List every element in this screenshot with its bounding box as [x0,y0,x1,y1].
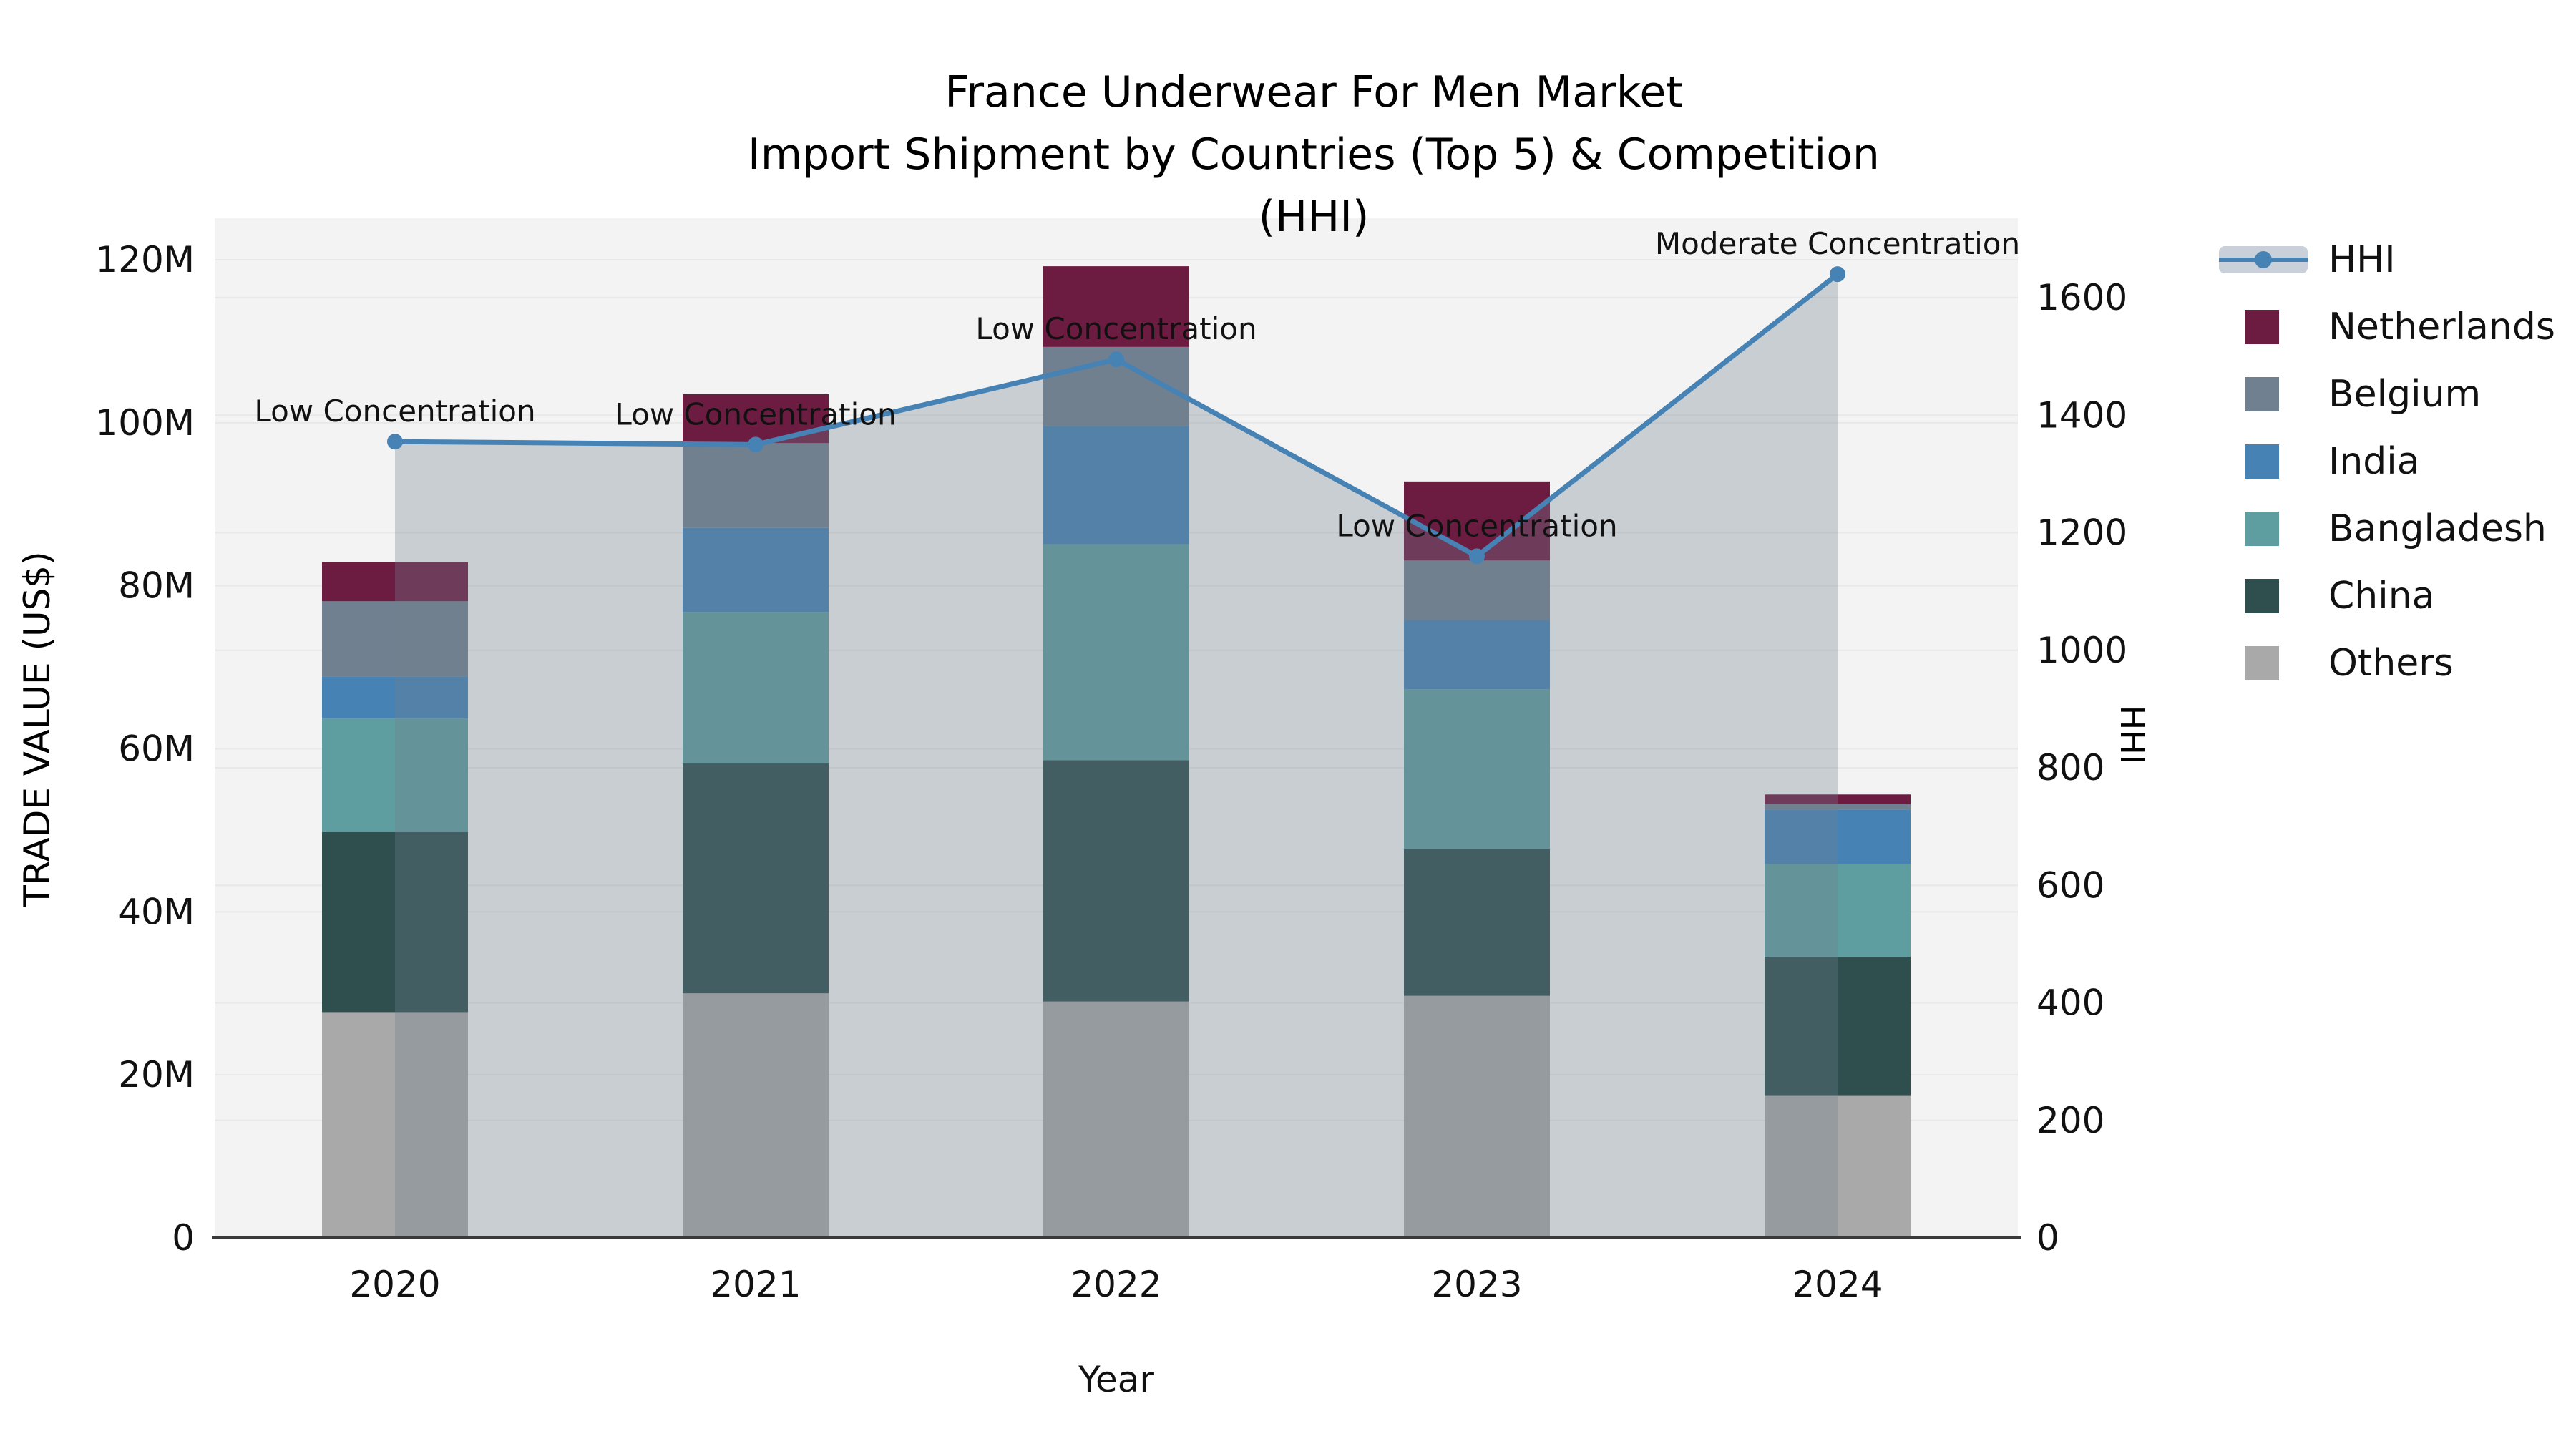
y-left-tick: 120M [95,239,195,280]
legend-swatch [2219,377,2328,411]
bar-segment-india-2022[interactable] [1043,426,1189,545]
bar-segment-others-2021[interactable] [683,993,829,1238]
bar-segment-others-2020[interactable] [322,1012,468,1238]
y-right-tick: 1200 [2036,512,2127,554]
hhi-marker-2022[interactable] [1108,351,1124,368]
y-right-tick: 1600 [2036,277,2127,318]
y-right-tick: 600 [2036,864,2104,906]
chart-title: France Underwear For Men Market Import S… [741,62,1886,248]
x-tick-2021[interactable]: 2021 [710,1264,801,1305]
legend-item-others[interactable]: Others [2219,630,2555,697]
x-tick-2020[interactable]: 2020 [349,1264,440,1305]
bar-segment-netherlands-2024[interactable] [1765,794,1911,804]
legend-item-india[interactable]: India [2219,428,2555,495]
legend-swatch [2219,512,2328,546]
y-left-tick: 20M [118,1054,195,1096]
legend-swatch [2219,646,2328,680]
bar-segment-china-2023[interactable] [1404,849,1550,996]
legend-label: China [2328,575,2435,618]
bar-segment-india-2024[interactable] [1765,809,1911,864]
bar-segment-belgium-2021[interactable] [683,443,829,528]
bar-segment-netherlands-2022[interactable] [1043,266,1189,347]
bar-segment-china-2024[interactable] [1765,956,1911,1096]
hhi-area [395,274,1838,1238]
bar-segment-india-2023[interactable] [1404,620,1550,690]
legend-label: Others [2328,642,2454,685]
bar-segment-china-2020[interactable] [322,831,468,1013]
legend-item-china[interactable]: China [2219,562,2555,630]
y-left-tick: 100M [95,402,195,444]
legend-label: Bangladesh [2328,507,2547,550]
legend-item-belgium[interactable]: Belgium [2219,361,2555,428]
annotation-2024: Moderate Concentration [1655,226,2020,261]
bar-segment-belgium-2023[interactable] [1404,560,1550,620]
legend-swatch [2219,310,2328,344]
legend-label: India [2328,440,2420,483]
y-right-tick: 400 [2036,982,2104,1024]
legend-item-hhi[interactable]: HHI [2219,226,2555,293]
y-left-tick: 40M [118,891,195,932]
color-swatch-icon [2245,579,2279,613]
x-tick-2023[interactable]: 2023 [1431,1264,1522,1305]
bar-segment-india-2021[interactable] [683,527,829,613]
bar-segment-belgium-2020[interactable] [322,601,468,677]
chart-title-line1: France Underwear For Men Market [945,67,1683,117]
y-right-tick: 200 [2036,1100,2104,1141]
annotation-2023: Low Concentration [1336,508,1617,543]
bar-segment-bangladesh-2023[interactable] [1404,689,1550,849]
bar-segment-china-2022[interactable] [1043,760,1189,1002]
color-swatch-icon [2245,444,2279,479]
y-right-tick: 1000 [2036,630,2127,671]
chart-title-line2: Import Shipment by Countries (Top 5) & C… [748,130,1880,242]
y-right-tick: 800 [2036,747,2104,789]
legend: HHI Netherlands Belgium India Bangladesh Chin… [2219,226,2555,697]
annotation-2020: Low Concentration [254,394,535,429]
bar-segment-belgium-2024[interactable] [1765,804,1911,810]
y-left-tick: 0 [172,1217,195,1259]
bar-segment-bangladesh-2021[interactable] [683,612,829,764]
annotation-2021: Low Concentration [615,396,896,431]
y-left-tick: 80M [118,565,195,607]
x-axis-title: Year [1078,1359,1154,1400]
legend-swatch [2219,444,2328,479]
hhi-line-swatch [2219,246,2328,273]
legend-label: HHI [2328,238,2396,281]
hhi-marker-2021[interactable] [748,436,763,453]
color-swatch-icon [2245,512,2279,546]
y-axis-right-title: HHI [2113,705,2152,765]
bar-segment-bangladesh-2020[interactable] [322,718,468,832]
hhi-marker-2023[interactable] [1469,548,1485,565]
y-right-tick: 1400 [2036,394,2127,436]
y-left-tick: 60M [118,728,195,770]
hhi-marker-2020[interactable] [387,434,403,450]
color-swatch-icon [2245,646,2279,680]
hhi-marker-icon [2255,251,2272,268]
x-tick-2022[interactable]: 2022 [1070,1264,1161,1305]
y-right-tick: 0 [2036,1217,2059,1259]
bar-segment-india-2020[interactable] [322,676,468,719]
legend-swatch [2219,579,2328,613]
bar-segment-china-2021[interactable] [683,763,829,994]
hhi-marker-2024[interactable] [1830,266,1845,283]
x-tick-2024[interactable]: 2024 [1792,1264,1883,1305]
annotation-2022: Low Concentration [975,311,1257,346]
bar-segment-netherlands-2020[interactable] [322,562,468,602]
bar-segment-bangladesh-2024[interactable] [1765,864,1911,957]
y-axis-left-title: TRADE VALUE (US$) [16,551,58,907]
legend-label: Belgium [2328,373,2482,416]
legend-label: Netherlands [2328,306,2555,348]
color-swatch-icon [2245,377,2279,411]
hhi-area-swatch [2219,246,2308,273]
legend-item-netherlands[interactable]: Netherlands [2219,293,2555,361]
bar-segment-others-2022[interactable] [1043,1001,1189,1238]
legend-item-bangladesh[interactable]: Bangladesh [2219,495,2555,562]
color-swatch-icon [2245,310,2279,344]
bar-segment-bangladesh-2022[interactable] [1043,544,1189,761]
bar-segment-others-2024[interactable] [1765,1095,1911,1238]
bar-segment-others-2023[interactable] [1404,995,1550,1238]
